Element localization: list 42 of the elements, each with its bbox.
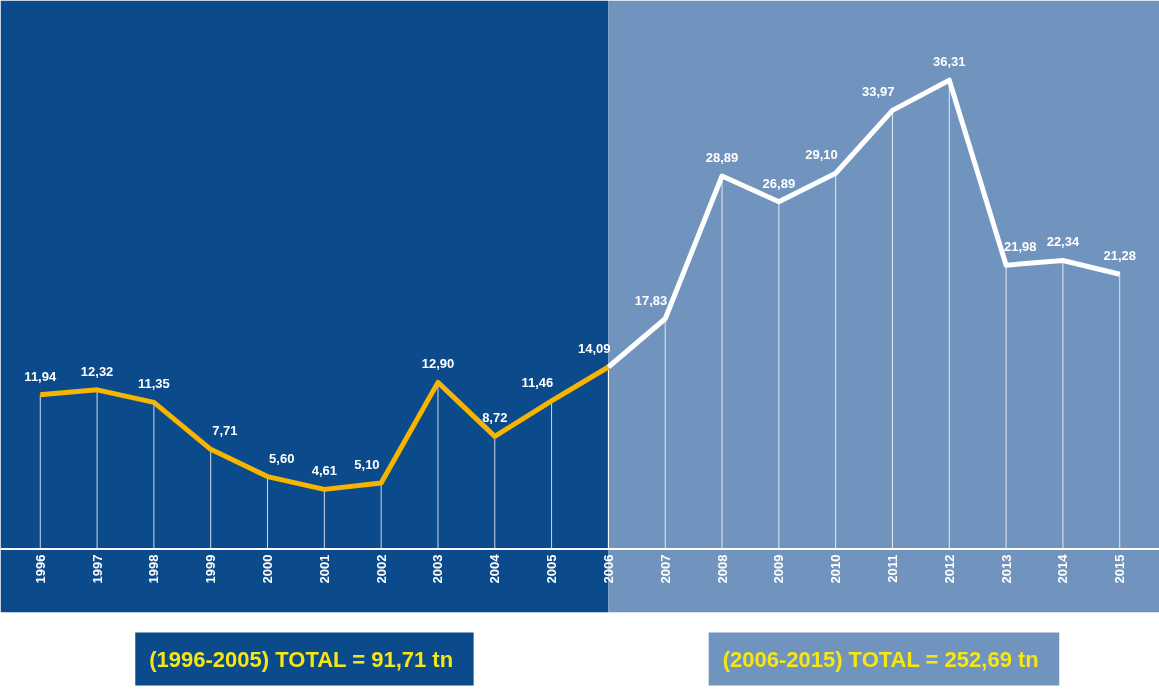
- x-tick-label: 1999: [203, 554, 219, 584]
- data-label: 36,31: [933, 54, 966, 70]
- data-label: 12,32: [80, 363, 114, 379]
- data-label: 12,90: [421, 356, 455, 372]
- data-label: 21,28: [1103, 248, 1137, 264]
- x-tick-label: 2010: [828, 554, 844, 584]
- x-tick-label: 2006: [600, 554, 616, 584]
- data-label: 28,89: [705, 149, 739, 165]
- data-label: 11,94: [24, 368, 57, 384]
- data-label: 21,98: [1004, 239, 1037, 255]
- x-tick-label: 2004: [487, 553, 503, 584]
- data-label: 4,61: [311, 463, 337, 479]
- data-label: 33,97: [862, 84, 895, 100]
- x-tick-label: 1998: [146, 554, 162, 584]
- band-label: (2006-2015) TOTAL = 252,69 tn: [722, 646, 1039, 672]
- data-label: 29,10: [805, 147, 838, 163]
- band-label: (1996-2005) TOTAL = 91,71 tn: [149, 646, 454, 672]
- data-label: 7,71: [212, 423, 238, 439]
- x-tick-label: 2008: [714, 554, 730, 584]
- data-label: 22,34: [1046, 234, 1080, 250]
- x-tick-label: 2002: [373, 554, 389, 584]
- x-tick-label: 2003: [430, 554, 446, 584]
- data-label: 5,60: [269, 450, 295, 466]
- x-tick-label: 2012: [941, 554, 957, 584]
- data-label: 26,89: [762, 175, 796, 191]
- x-tick-label: 2013: [998, 554, 1014, 584]
- x-tick-label: 2005: [544, 554, 560, 584]
- data-label: 11,46: [521, 374, 554, 390]
- data-label: 17,83: [634, 292, 668, 308]
- x-tick-label: 2009: [771, 554, 787, 584]
- x-tick-label: 2001: [316, 554, 332, 584]
- x-tick-label: 1997: [89, 554, 105, 584]
- x-tick-label: 2014: [1055, 553, 1071, 584]
- x-tick-label: 1996: [32, 554, 48, 584]
- data-label: 5,10: [354, 456, 380, 472]
- x-tick-label: 2011: [884, 554, 900, 583]
- x-tick-label: 2007: [657, 554, 673, 584]
- x-tick-label: 2000: [260, 554, 276, 584]
- data-label: 11,35: [137, 376, 170, 392]
- data-label: 8,72: [482, 410, 508, 426]
- data-label: 14,09: [577, 340, 611, 356]
- x-tick-label: 2015: [1112, 554, 1128, 584]
